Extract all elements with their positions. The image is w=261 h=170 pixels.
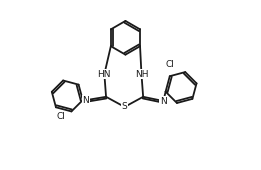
Text: NH: NH <box>135 70 148 79</box>
Text: N: N <box>82 96 89 105</box>
Text: Cl: Cl <box>166 60 175 69</box>
Text: N: N <box>160 97 167 106</box>
Text: HN: HN <box>98 70 111 79</box>
Text: S: S <box>122 102 127 111</box>
Text: Cl: Cl <box>56 112 65 121</box>
